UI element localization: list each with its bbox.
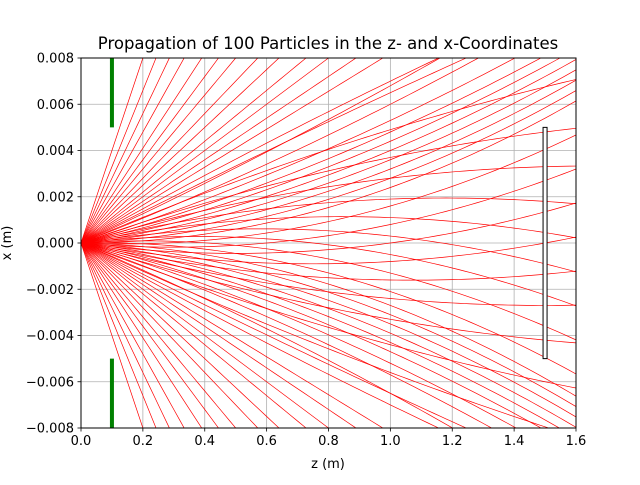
- x-tick-label: 0.8: [318, 434, 339, 449]
- trajectory-line: [81, 58, 170, 244]
- x-tick-label: 1.6: [566, 434, 587, 449]
- trajectory-line: [81, 59, 576, 244]
- trajectory-line: [81, 202, 576, 254]
- trajectory-line: [81, 58, 480, 244]
- y-tick-label: 0.008: [37, 52, 74, 67]
- trajectory-line: [81, 58, 441, 244]
- trajectory-line: [81, 236, 576, 307]
- trajectory-line: [81, 127, 576, 244]
- x-axis-ticks: 0.0 0.2 0.4 0.6 0.8 1.0 1.2 1.4 1.6: [71, 428, 587, 449]
- trajectory-line: [81, 242, 307, 428]
- trajectory-line: [81, 58, 516, 244]
- trajectory-line: [81, 100, 576, 244]
- trajectory-line: [81, 58, 440, 244]
- trajectory-line: [81, 242, 542, 428]
- trajectory-line: [81, 58, 357, 244]
- detector: [542, 126, 548, 360]
- trajectory-line: [81, 69, 576, 244]
- trajectory-line: [81, 79, 576, 244]
- trajectory-line: [81, 242, 576, 375]
- trajectory-line: [81, 242, 237, 428]
- x-tick-label: 1.4: [504, 434, 525, 449]
- trajectory-line: [81, 242, 384, 428]
- trajectory-line: [81, 58, 307, 244]
- trajectory-line: [81, 242, 219, 428]
- y-tick-label: 0.000: [37, 237, 74, 252]
- y-tick-label: 0.006: [37, 98, 74, 113]
- x-tick-label: 0.4: [194, 434, 215, 449]
- trajectory-line: [81, 242, 185, 428]
- x-tick-label: 0.6: [256, 434, 277, 449]
- trajectory-line: [81, 242, 440, 428]
- trajectory-line: [81, 242, 576, 397]
- x-tick-label: 0.0: [71, 434, 92, 449]
- trajectory-line: [81, 242, 561, 428]
- trajectory-line: [81, 197, 576, 244]
- trajectory-line: [81, 58, 467, 244]
- trajectory-line: [81, 90, 576, 244]
- trajectory-line: [81, 134, 576, 245]
- chart-title: Propagation of 100 Particles in the z- a…: [98, 34, 558, 53]
- trajectory-line: [81, 242, 550, 428]
- trajectory-line: [81, 242, 170, 428]
- trajectory-line: [81, 242, 576, 418]
- trajectory-line: [81, 168, 576, 248]
- trajectory-line: [81, 79, 576, 244]
- trajectory-line: [81, 242, 576, 407]
- trajectories: [81, 58, 576, 428]
- trajectory-line: [81, 58, 237, 244]
- trajectory-line: [81, 58, 280, 244]
- y-tick-label: −0.008: [26, 422, 74, 437]
- y-tick-label: −0.004: [26, 329, 74, 344]
- trajectory-line: [81, 242, 576, 281]
- x-tick-label: 1.0: [380, 434, 401, 449]
- trajectory-line: [81, 242, 517, 428]
- y-tick-label: 0.004: [37, 144, 74, 159]
- trajectory-line: [81, 228, 576, 273]
- x-tick-label: 1.2: [442, 434, 463, 449]
- trajectory-line: [81, 58, 384, 244]
- x-tick-label: 0.2: [133, 434, 154, 449]
- trajectory-line: [81, 240, 576, 341]
- y-tick-label: −0.002: [26, 283, 74, 298]
- trajectory-line: [81, 242, 576, 306]
- trajectory-line: [81, 58, 219, 244]
- trajectory-line: [81, 58, 203, 244]
- trajectory-line: [81, 58, 330, 244]
- y-axis-ticks: 0.008 0.006 0.004 0.002 0.000 −0.002 −0.004 −0.…: [26, 52, 81, 437]
- trajectory-line: [81, 242, 454, 428]
- y-axis-label: x (m): [0, 226, 15, 261]
- trajectory-line: [81, 58, 542, 244]
- trajectory-line: [81, 242, 203, 428]
- y-tick-label: 0.002: [37, 190, 74, 205]
- trajectory-line: [81, 242, 357, 428]
- trajectory-line: [81, 58, 185, 244]
- trajectory-line: [81, 165, 576, 244]
- detector-screen: [542, 126, 548, 360]
- trajectory-line: [81, 242, 576, 389]
- trajectory-line: [81, 242, 467, 428]
- trajectory-line: [81, 58, 561, 244]
- y-tick-label: −0.006: [26, 375, 74, 390]
- x-axis-label: z (m): [311, 457, 345, 472]
- trajectory-line: [81, 242, 280, 428]
- trajectory-line: [81, 236, 576, 265]
- trajectory-line: [81, 242, 259, 428]
- trajectory-line: [81, 242, 576, 344]
- trajectory-line: [81, 58, 259, 244]
- trajectory-line: [81, 242, 330, 428]
